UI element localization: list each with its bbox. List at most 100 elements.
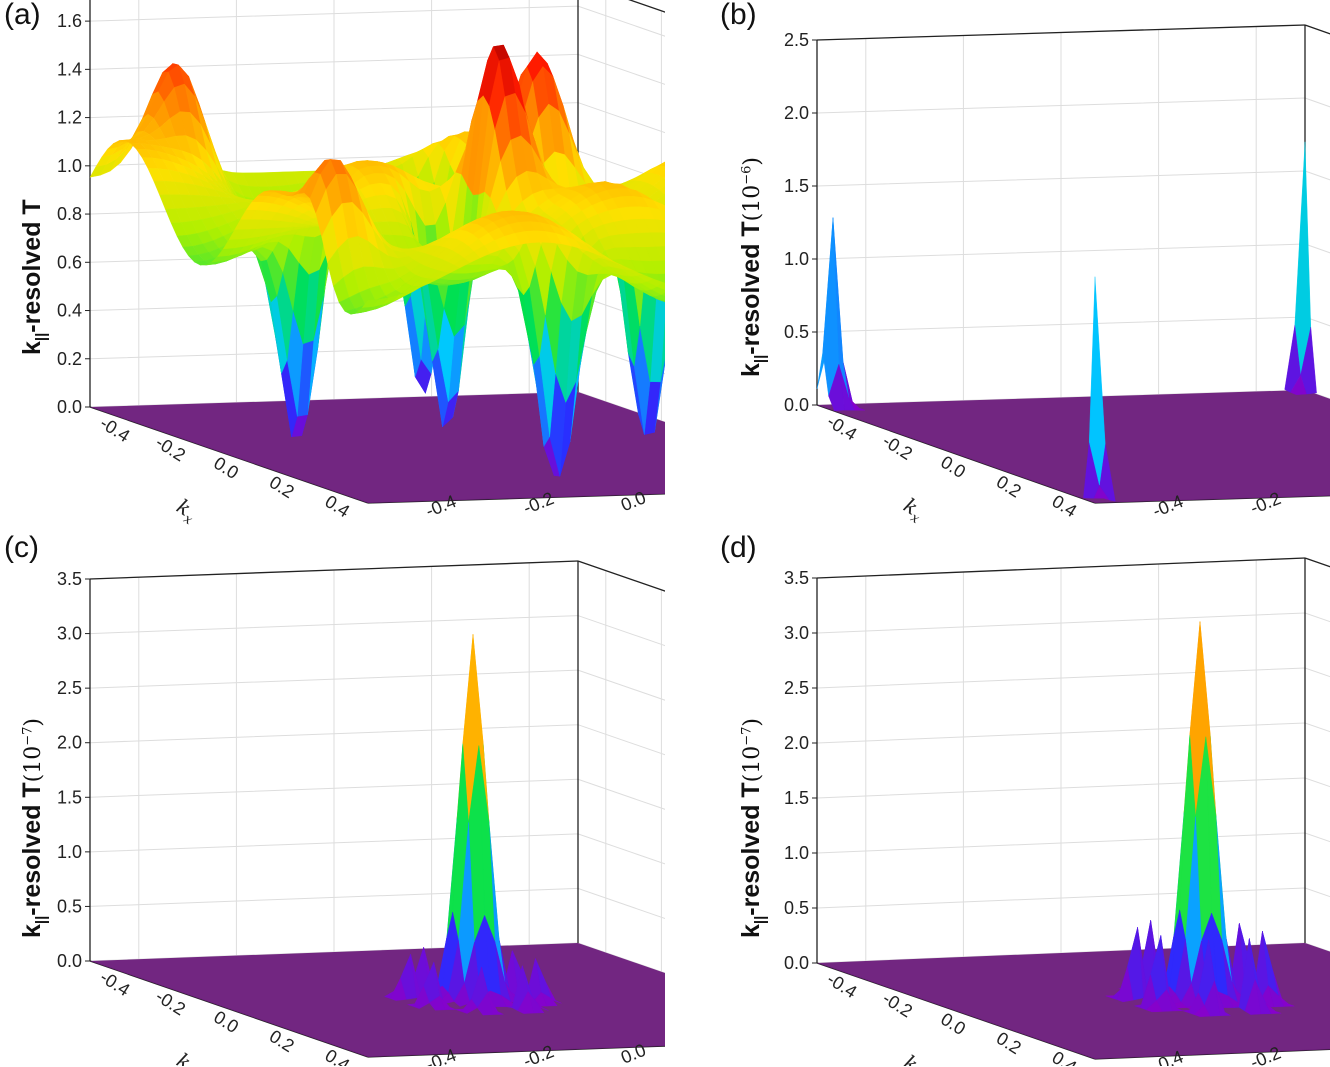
z-axis-title: k||-resolved T [18, 199, 50, 355]
z-tick-label: 1.6 [57, 11, 82, 31]
kx-axis-title: kx [897, 493, 929, 527]
surface-cell [429, 995, 446, 1011]
kx-axis-title-sub: x [181, 512, 196, 529]
z-axis-title-rest: -resolved T [18, 782, 46, 916]
z-tick-label: 1.2 [57, 108, 82, 128]
z-axis-title-sub: || [752, 915, 769, 925]
surface-cell [1244, 979, 1262, 1015]
z-unit-open: (10 [740, 745, 765, 783]
panel-label: (d) [720, 531, 757, 564]
z-tick-label: 2.5 [784, 30, 809, 50]
wall-right [578, 561, 665, 974]
back-walls [816, 24, 1330, 406]
wall-right [1305, 25, 1330, 399]
z-unit-open: (10 [21, 745, 46, 783]
kx-axis-title: kx [170, 494, 202, 528]
top-edge-left [816, 557, 1306, 579]
surface-floor [90, 392, 665, 503]
z-axis-title-sub: || [33, 915, 50, 925]
panel-label: (a) [4, 0, 41, 31]
z-axis-title-main: k [18, 924, 46, 938]
z-tick-label: 0.5 [57, 896, 82, 916]
z-tick-label: 0.8 [57, 204, 82, 224]
z-tick-label: 1.5 [784, 788, 809, 808]
z-unit-close: ) [740, 717, 765, 727]
surface [89, 44, 665, 477]
surface-cell [517, 990, 535, 1014]
panel-label: (c) [4, 531, 39, 564]
chart-c-plot: 0.00.51.01.52.02.53.03.5-0.4-0.20.00.20.… [57, 560, 665, 1066]
z-axis-title-sub: || [752, 354, 769, 364]
z-tick-label: 1.4 [57, 59, 82, 79]
surface [816, 141, 1317, 502]
surface-cell [390, 977, 407, 1001]
panel-b: 0.0 0.5 1.0 1.5 2.0 2.5 -0.4 -0.2 0.0 0.2 0.4 -0.4-… [665, 0, 1330, 533]
z-axis-title-rest: -resolved T [18, 199, 46, 333]
z-unit-exponent: −7 [739, 726, 755, 746]
z-tick-label: 3.0 [57, 624, 82, 644]
z-unit-exponent: −6 [739, 165, 755, 185]
kx-axis-title: kx [897, 1050, 929, 1066]
surface [384, 634, 562, 1016]
chart-b-plot: 0.00.51.01.52.02.5-0.4-0.20.00.20.4 -0.4-… [784, 24, 1330, 527]
z-axis-title-unit: (10−7) [740, 718, 765, 782]
chart-a-plot: 0.00.20.40.60.81.01.21.41.6-0.4-0.20.00.… [57, 0, 665, 528]
z-tick-label: 3.5 [784, 568, 809, 588]
surface-cell [1145, 1000, 1163, 1013]
surface-cell [1193, 1005, 1211, 1017]
top-edge-left [89, 560, 579, 580]
top-edge-left [816, 24, 1306, 41]
z-tick-label: 2.5 [57, 678, 82, 698]
z-tick-label: 0.0 [784, 395, 809, 415]
z-axis-title-unit: (10−6) [740, 157, 765, 221]
z-tick-label: 3.0 [784, 623, 809, 643]
z-tick-label: 1.5 [57, 787, 82, 807]
z-axis-title-rest: -resolved T [737, 782, 765, 916]
surface-cell [660, 292, 665, 297]
z-tick-label: 0.6 [57, 252, 82, 272]
panel-c: 0.0 0.5 1.0 1.5 2.0 2.5 3.0 3.5 -0.4 -0.2 0.0 0.2 0.… [0, 531, 665, 1066]
z-axis-title: k||-resolved T(10−7) [737, 718, 769, 938]
z-tick-label: 1.0 [57, 156, 82, 176]
z-tick-label: 1.0 [784, 249, 809, 269]
z-tick-label: 0.5 [784, 898, 809, 918]
surface-cell [662, 176, 665, 180]
z-tick-label: 0.2 [57, 349, 82, 369]
z-tick-label: 1.0 [784, 843, 809, 863]
panel-d: 0.0 0.5 1.0 1.5 2.0 2.5 3.0 3.5 -0.4 -0.2 0.0 0.2 0.… [665, 531, 1330, 1066]
z-unit-exponent: −7 [20, 726, 36, 746]
z-unit-close: ) [21, 717, 46, 727]
chart-d-plot: 0.00.51.01.52.02.53.03.5-0.4-0.20.00.20.… [784, 557, 1330, 1066]
z-tick-label: 0.5 [784, 322, 809, 342]
panel-label: (b) [720, 0, 757, 31]
surface-floor [817, 390, 1330, 503]
z-tick-label: 2.5 [784, 678, 809, 698]
z-tick-label: 0.0 [57, 951, 82, 971]
z-axis-title-main: k [737, 363, 765, 377]
z-tick-label: 1.5 [784, 176, 809, 196]
z-tick-label: 0.0 [784, 953, 809, 973]
panel-a: 0.0 0.2 0.4 0.6 0.8 1.0 1.2 1.4 1.6 -0.4 -0.2 0.0 0.… [0, 0, 665, 533]
surface-cell [361, 299, 379, 308]
surface [1105, 621, 1295, 1017]
z-tick-label: 0.0 [57, 397, 82, 417]
z-axis-title-sub: || [33, 332, 50, 342]
z-tick-label: 0.4 [57, 301, 82, 321]
z-unit-close: ) [740, 156, 765, 166]
surface-cell [1088, 276, 1106, 486]
wall-right [1305, 558, 1330, 952]
kx-axis-title: kx [170, 1048, 202, 1066]
ky-axis-line [1094, 495, 1330, 504]
top-edge-right [577, 560, 665, 592]
z-tick-label: 1.0 [57, 842, 82, 862]
z-tick-label: 3.5 [57, 569, 82, 589]
z-axis-title: k||-resolved T(10−6) [737, 157, 769, 377]
z-tick-label: 2.0 [784, 103, 809, 123]
ky-axis-line [1094, 1048, 1330, 1060]
z-tick-label: 2.0 [784, 733, 809, 753]
z-axis-title-main: k [18, 341, 46, 355]
surface-cell [1290, 374, 1307, 395]
surface-cell [828, 364, 845, 412]
z-axis-title-unit: (10−7) [21, 718, 46, 782]
z-axis-title: k||-resolved T(10−7) [18, 718, 50, 938]
